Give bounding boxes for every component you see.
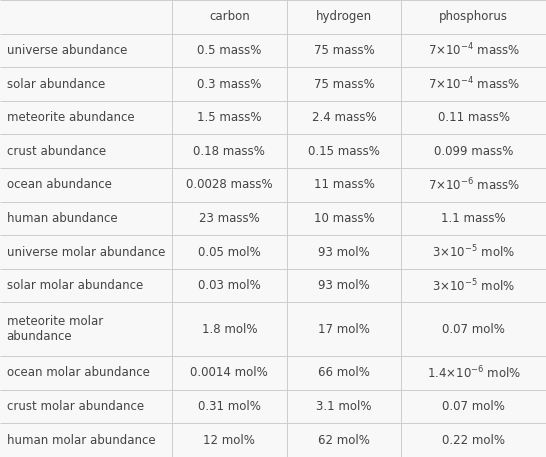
Text: crust molar abundance: crust molar abundance bbox=[7, 400, 144, 413]
Text: universe abundance: universe abundance bbox=[7, 44, 127, 57]
Text: 10 mass%: 10 mass% bbox=[313, 212, 375, 225]
Text: 0.5 mass%: 0.5 mass% bbox=[197, 44, 262, 57]
Text: 1.1 mass%: 1.1 mass% bbox=[441, 212, 506, 225]
Text: human molar abundance: human molar abundance bbox=[7, 434, 155, 446]
Text: 75 mass%: 75 mass% bbox=[313, 78, 375, 90]
Text: 2.4 mass%: 2.4 mass% bbox=[312, 111, 376, 124]
Text: 0.03 mol%: 0.03 mol% bbox=[198, 279, 260, 292]
Text: 0.05 mol%: 0.05 mol% bbox=[198, 245, 260, 259]
Text: 11 mass%: 11 mass% bbox=[313, 178, 375, 191]
Text: 75 mass%: 75 mass% bbox=[313, 44, 375, 57]
Text: $3{\times}10^{-5}$ mol%: $3{\times}10^{-5}$ mol% bbox=[432, 244, 515, 260]
Text: hydrogen: hydrogen bbox=[316, 11, 372, 23]
Text: $7{\times}10^{-4}$ mass%: $7{\times}10^{-4}$ mass% bbox=[428, 42, 520, 58]
Text: 0.3 mass%: 0.3 mass% bbox=[197, 78, 262, 90]
Text: 0.31 mol%: 0.31 mol% bbox=[198, 400, 261, 413]
Text: 0.099 mass%: 0.099 mass% bbox=[434, 145, 513, 158]
Text: 12 mol%: 12 mol% bbox=[203, 434, 256, 446]
Text: carbon: carbon bbox=[209, 11, 250, 23]
Text: 93 mol%: 93 mol% bbox=[318, 279, 370, 292]
Text: phosphorus: phosphorus bbox=[439, 11, 508, 23]
Text: $7{\times}10^{-4}$ mass%: $7{\times}10^{-4}$ mass% bbox=[428, 76, 520, 92]
Text: ocean abundance: ocean abundance bbox=[7, 178, 111, 191]
Text: $7{\times}10^{-6}$ mass%: $7{\times}10^{-6}$ mass% bbox=[428, 176, 520, 193]
Text: solar abundance: solar abundance bbox=[7, 78, 105, 90]
Text: 0.07 mol%: 0.07 mol% bbox=[442, 323, 505, 336]
Text: 0.0028 mass%: 0.0028 mass% bbox=[186, 178, 272, 191]
Text: 66 mol%: 66 mol% bbox=[318, 367, 370, 379]
Text: 23 mass%: 23 mass% bbox=[199, 212, 260, 225]
Text: 93 mol%: 93 mol% bbox=[318, 245, 370, 259]
Text: 0.0014 mol%: 0.0014 mol% bbox=[191, 367, 268, 379]
Text: 1.5 mass%: 1.5 mass% bbox=[197, 111, 262, 124]
Text: meteorite abundance: meteorite abundance bbox=[7, 111, 134, 124]
Text: 17 mol%: 17 mol% bbox=[318, 323, 370, 336]
Text: solar molar abundance: solar molar abundance bbox=[7, 279, 143, 292]
Text: universe molar abundance: universe molar abundance bbox=[7, 245, 165, 259]
Text: 0.18 mass%: 0.18 mass% bbox=[193, 145, 265, 158]
Text: 0.22 mol%: 0.22 mol% bbox=[442, 434, 505, 446]
Text: human abundance: human abundance bbox=[7, 212, 117, 225]
Text: $1.4{\times}10^{-6}$ mol%: $1.4{\times}10^{-6}$ mol% bbox=[426, 365, 521, 381]
Text: meteorite molar
abundance: meteorite molar abundance bbox=[7, 315, 103, 343]
Text: $3{\times}10^{-5}$ mol%: $3{\times}10^{-5}$ mol% bbox=[432, 277, 515, 294]
Text: 0.11 mass%: 0.11 mass% bbox=[438, 111, 509, 124]
Text: crust abundance: crust abundance bbox=[7, 145, 106, 158]
Text: 62 mol%: 62 mol% bbox=[318, 434, 370, 446]
Text: 1.8 mol%: 1.8 mol% bbox=[201, 323, 257, 336]
Text: 0.07 mol%: 0.07 mol% bbox=[442, 400, 505, 413]
Text: 3.1 mol%: 3.1 mol% bbox=[316, 400, 372, 413]
Text: 0.15 mass%: 0.15 mass% bbox=[308, 145, 380, 158]
Text: ocean molar abundance: ocean molar abundance bbox=[7, 367, 150, 379]
